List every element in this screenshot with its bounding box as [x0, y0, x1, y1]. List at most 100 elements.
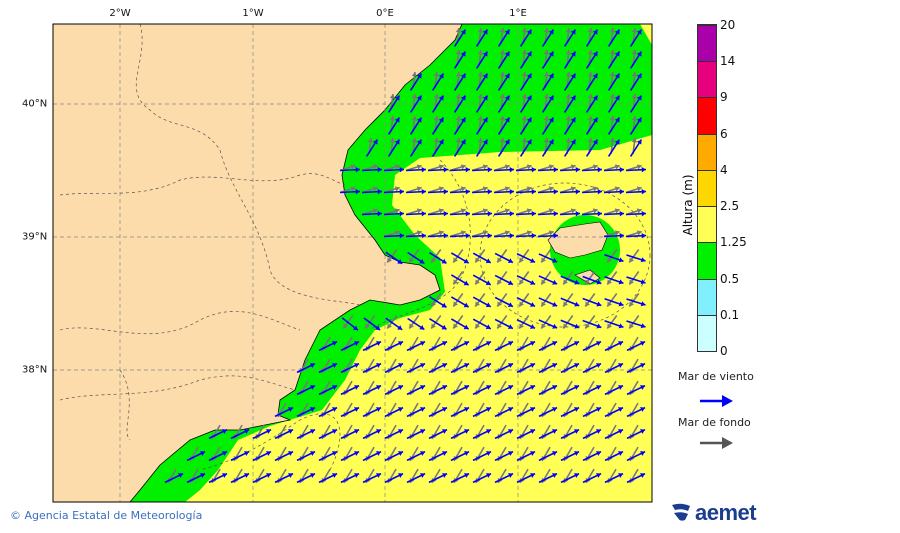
wind-sea-arrow [626, 340, 646, 352]
wind-sea-arrow [516, 274, 536, 286]
colorbar-level-label: 0 [720, 344, 728, 358]
swell-arrow [518, 271, 530, 285]
lon-tick: 1°E [509, 8, 527, 19]
wind-sea-arrow [340, 340, 360, 352]
wind-sea-arrow [563, 73, 577, 91]
wind-sea-arrow [626, 254, 646, 263]
wind-sea-arrow [318, 406, 338, 418]
wind-sea-arrow [385, 251, 403, 265]
wind-sea-arrow [450, 340, 470, 352]
wind-sea-arrow [497, 117, 511, 135]
wind-sea-arrow [581, 211, 603, 217]
wind-sea-arrow [340, 450, 360, 462]
wind-sea-arrow [516, 296, 536, 308]
wind-sea-arrow [340, 472, 360, 484]
wind-sea-arrow [164, 472, 184, 484]
aemet-logo-text: aemet [695, 500, 757, 525]
wind-sea-arrow [538, 253, 558, 263]
wind-sea-arrow [318, 450, 338, 462]
wind-sea-arrow [296, 428, 316, 440]
wind-sea-arrow [362, 450, 382, 462]
wind-sea-arrow [516, 406, 536, 418]
wind-sea-arrow [296, 406, 316, 418]
wind-sea-arrow [362, 362, 382, 374]
wind-sea-arrow [493, 211, 515, 217]
swell-arrow [496, 293, 508, 307]
colorbar-segment [698, 314, 716, 351]
wind-sea-arrow [519, 117, 533, 135]
wind-sea-arrow [274, 428, 294, 440]
wind-sea-arrow [406, 472, 426, 484]
wind-sea-arrow [607, 95, 621, 113]
swell-arrow [584, 271, 596, 285]
wind-sea-arrow [472, 362, 492, 374]
wind-sea-arrow [494, 274, 514, 286]
wind-sea-arrow [582, 450, 602, 462]
wind-sea-arrow [472, 318, 492, 330]
legend-swell-label: Mar de fondo [678, 416, 751, 429]
wind-sea-arrow [625, 167, 647, 173]
wind-sea-arrow [472, 340, 492, 352]
swell-arrow [606, 315, 618, 329]
wind-sea-arrow [494, 406, 514, 418]
wind-sea-arrow [361, 211, 383, 217]
wind-sea-arrow [383, 233, 405, 239]
wind-sea-arrow [560, 406, 580, 418]
wind-sea-arrow [603, 233, 625, 239]
wind-sea-arrow [450, 406, 470, 418]
wind-sea-arrow [626, 298, 646, 307]
lat-tick: 38°N [22, 364, 48, 376]
wind-sea-arrow [603, 167, 625, 173]
wind-sea-arrow [450, 274, 470, 286]
colorbar-level-label: 1.25 [720, 235, 747, 250]
wind-sea-arrow [318, 428, 338, 440]
wind-sea-arrow [384, 450, 404, 462]
wind-sea-arrow [383, 211, 405, 217]
wind-sea-arrow [340, 406, 360, 418]
wind-sea-arrow [626, 450, 646, 462]
wind-sea-arrow [450, 252, 470, 264]
wind-sea-arrow [516, 318, 536, 330]
wind-sea-arrow [541, 51, 555, 69]
swell-arrow [628, 293, 640, 307]
wind-sea-arrow [472, 450, 492, 462]
wind-sea-arrow [409, 139, 423, 157]
wind-sea-arrow [538, 362, 558, 374]
wind-sea-arrow [626, 276, 646, 285]
wind-sea-arrow [407, 317, 425, 331]
wind-sea-arrow [497, 51, 511, 69]
swell-arrow [518, 293, 530, 307]
wind-sea-arrow [186, 472, 206, 484]
wind-sea-arrow [563, 29, 577, 47]
wind-sea-arrow [450, 362, 470, 374]
wind-sea-arrow [585, 117, 599, 135]
wind-sea-arrow [519, 29, 533, 47]
aemet-logo-icon [672, 503, 690, 521]
wind-sea-arrow [560, 428, 580, 440]
wind-sea-arrow [582, 472, 602, 484]
wind-sea-arrow [453, 139, 467, 157]
wind-sea-arrow [582, 384, 602, 396]
wind-sea-arrow [252, 472, 272, 484]
wind-sea-arrow [339, 167, 361, 173]
wind-sea-arrow [604, 472, 624, 484]
wind-sea-arrow [406, 406, 426, 418]
wind-sea-arrow [563, 117, 577, 135]
wind-sea-arrow [604, 319, 624, 329]
wind-sea-arrow [318, 384, 338, 396]
wind-sea-arrow [427, 211, 449, 217]
wind-sea-arrow [516, 450, 536, 462]
swell-arrow [540, 315, 552, 329]
wind-sea-arrow [450, 296, 470, 308]
wind-sea-arrow [494, 252, 514, 264]
wind-sea-arrow [274, 406, 294, 418]
wind-sea-arrow [471, 233, 493, 239]
wind-sea-arrow [538, 450, 558, 462]
colorbar-segment [698, 25, 716, 62]
wind-sea-arrow [582, 340, 602, 352]
wind-sea-arrow [516, 252, 536, 264]
wind-sea-arrow [230, 428, 250, 440]
wind-sea-arrow [559, 167, 581, 173]
colorbar-level-label: 14 [720, 54, 736, 69]
wind-sea-arrow [626, 472, 646, 484]
